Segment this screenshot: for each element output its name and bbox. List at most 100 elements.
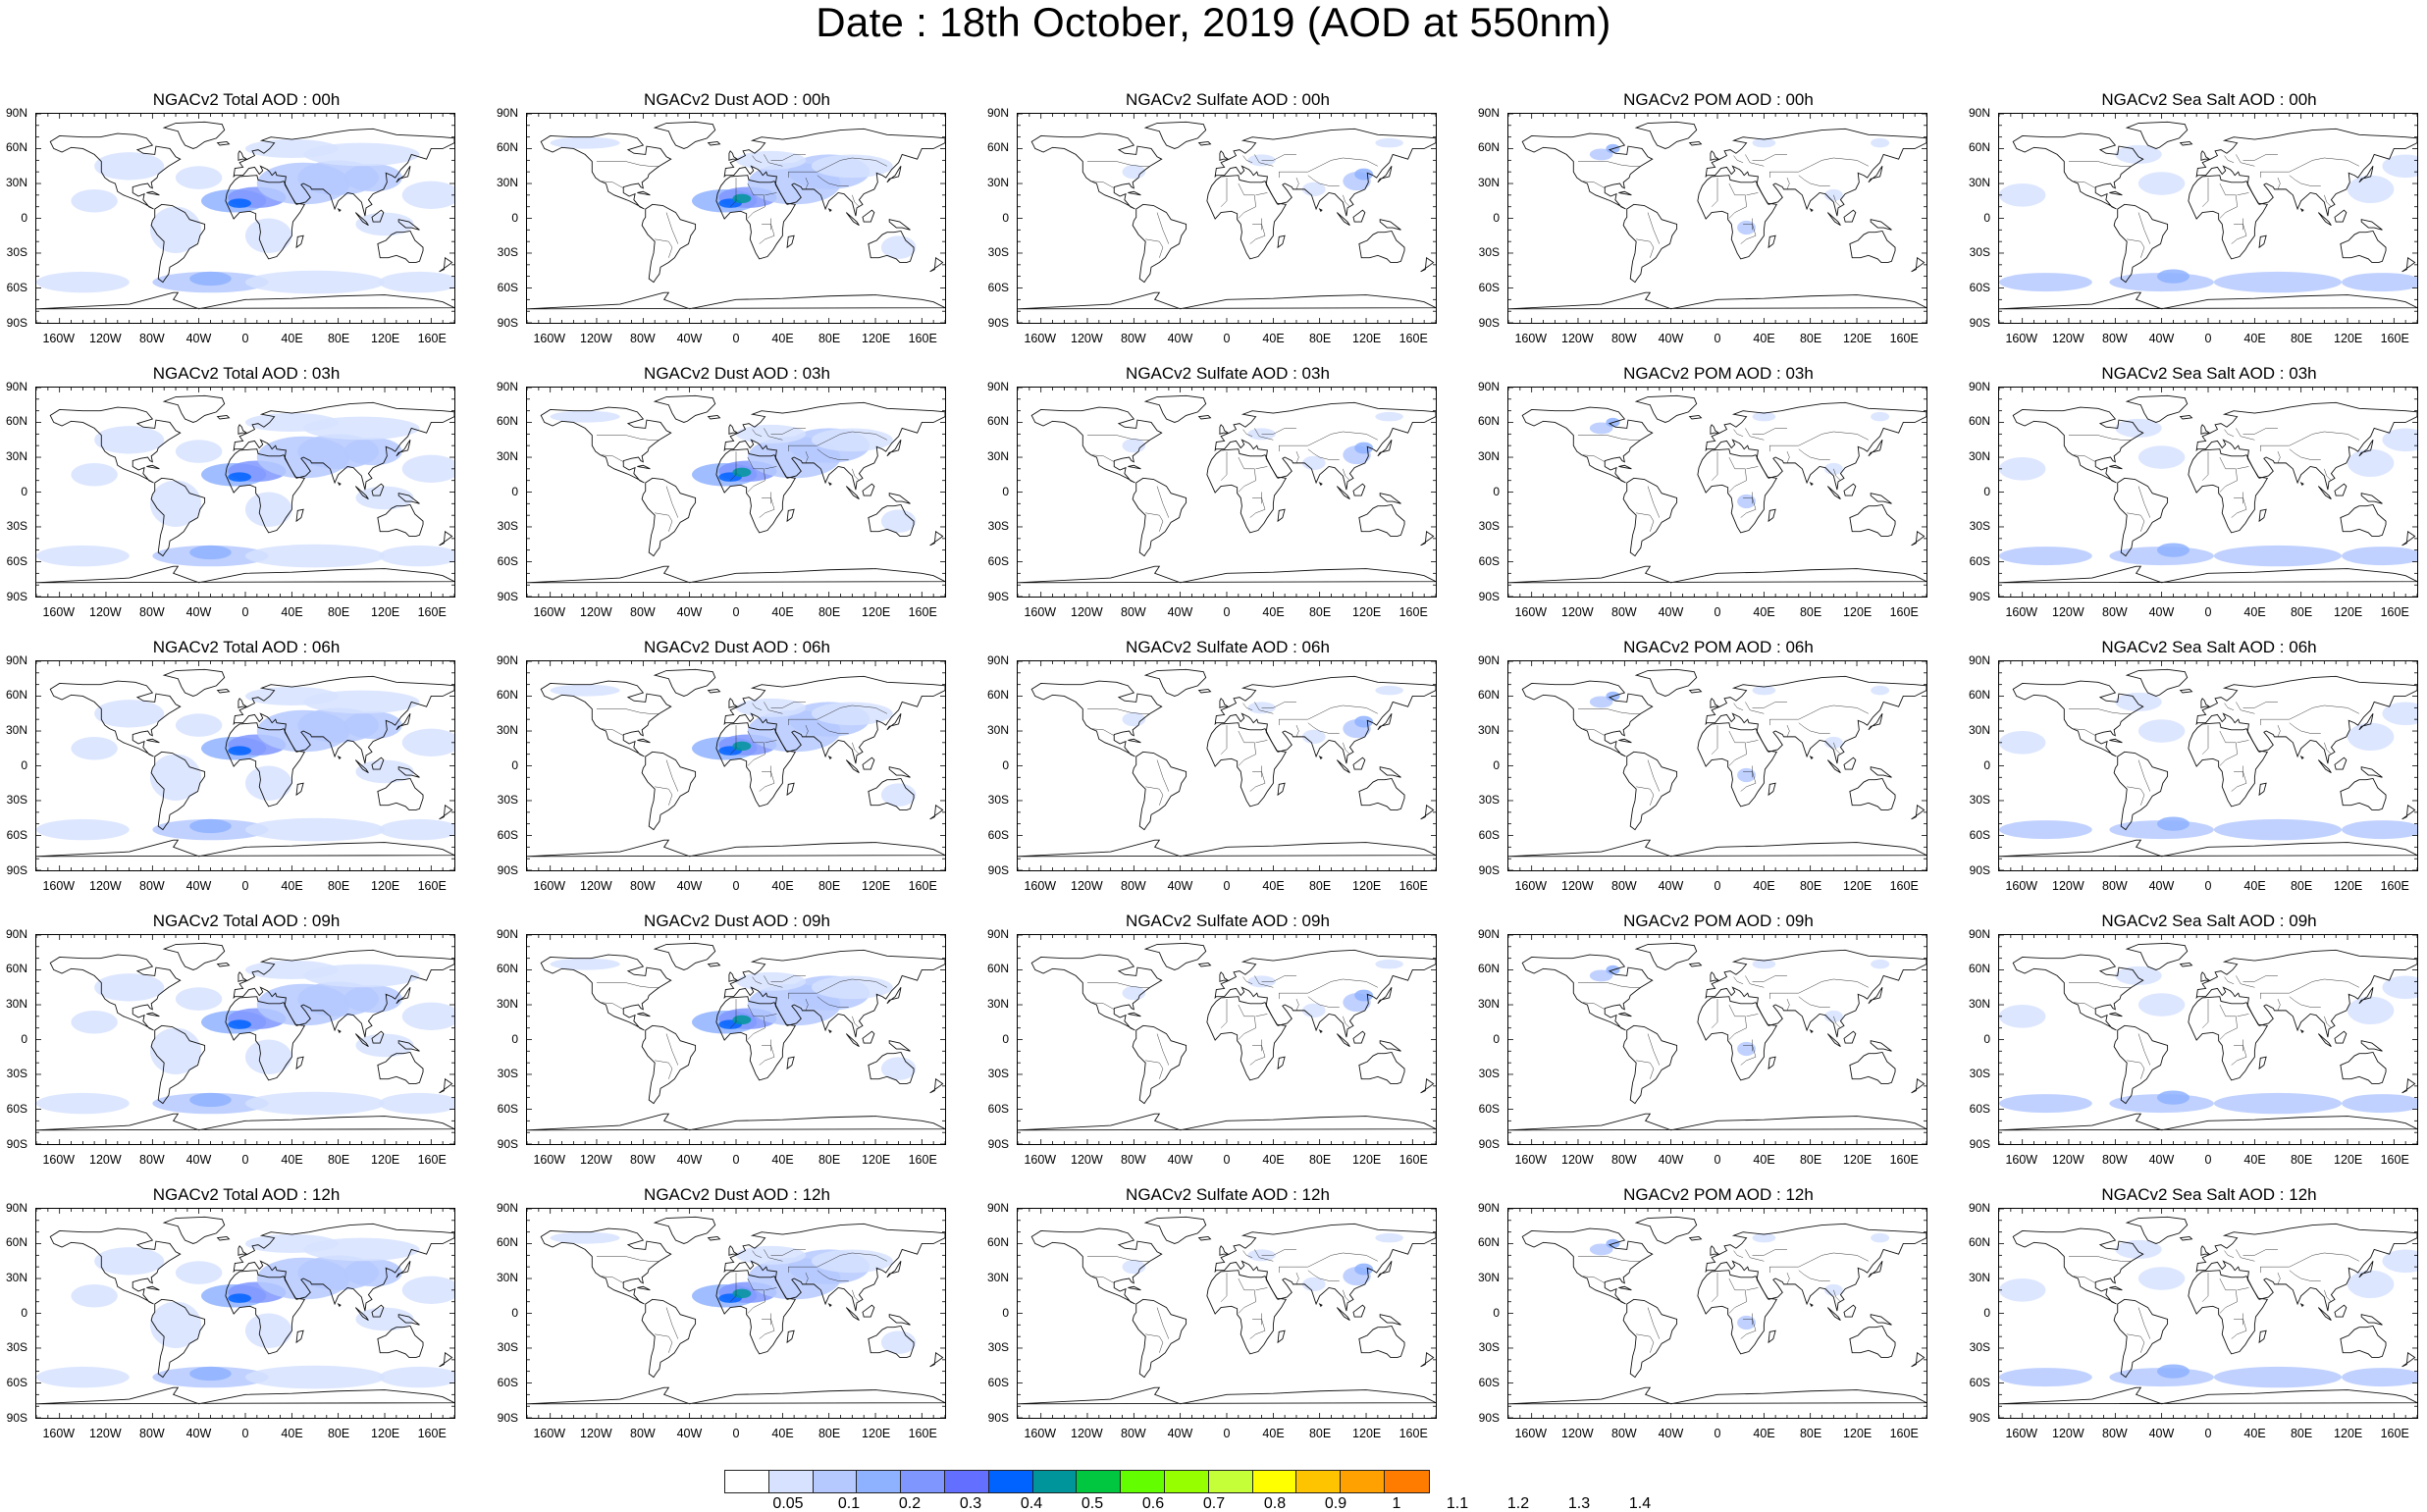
coastline — [1214, 1223, 1436, 1312]
coastline — [888, 766, 911, 778]
country-border — [1577, 161, 1640, 167]
coastline — [1705, 675, 1926, 764]
coastline — [1870, 219, 1892, 231]
latitude-label: 60S — [1969, 1102, 1990, 1116]
panel-title: NGACv2 Sea Salt AOD : 12h — [2101, 1185, 2317, 1204]
country-border — [1577, 435, 1640, 441]
coastline — [2179, 1235, 2193, 1241]
coastline — [2340, 1325, 2387, 1358]
longitude-label: 40W — [1658, 605, 1684, 619]
country-border — [1752, 1249, 1787, 1256]
aod-shading — [2137, 719, 2186, 743]
country-border — [1647, 486, 1661, 518]
country-border — [2201, 725, 2209, 755]
coastline — [396, 713, 411, 731]
colorbar-box — [1032, 1471, 1078, 1492]
country-border — [1752, 154, 1787, 161]
coastline — [1277, 508, 1286, 523]
coastline — [1697, 996, 1778, 1081]
coastline — [1018, 291, 1436, 310]
country-border — [1769, 157, 1869, 179]
longitude-label: 120W — [580, 879, 612, 893]
coastline — [337, 1302, 342, 1308]
aod-shading — [732, 1015, 752, 1025]
coastline — [715, 1270, 797, 1355]
aod-shading — [71, 736, 118, 760]
coastline — [1379, 219, 1401, 231]
country-border — [752, 155, 763, 163]
latitude-label: 0 — [1493, 758, 1500, 772]
latitude-label: 60S — [1969, 281, 1990, 294]
colorbar-label: 1.2 — [1506, 1495, 1530, 1512]
coastline — [1358, 777, 1405, 810]
aod-shading — [94, 973, 165, 1002]
latitude-label: 30N — [1477, 1271, 1500, 1284]
latitude-label: 30S — [987, 793, 1009, 807]
country-border — [1733, 155, 1744, 163]
world-map — [1018, 1209, 1436, 1418]
coastline — [707, 414, 721, 420]
country-border — [759, 771, 775, 792]
country-border — [1728, 1277, 1747, 1314]
coastline — [868, 777, 915, 810]
aod-shading — [245, 492, 292, 527]
latitude-label: 60S — [6, 828, 27, 842]
longitude-label: 40W — [2148, 332, 2175, 345]
aod-shading — [550, 684, 620, 697]
country-border — [600, 1276, 624, 1283]
longitude-label: 0 — [241, 1427, 249, 1440]
longitude-label: 80E — [1308, 605, 1332, 619]
country-border — [655, 1333, 673, 1353]
map-frame — [1507, 1208, 1927, 1419]
latitude-label: 60S — [987, 828, 1009, 842]
coastline — [1214, 949, 1436, 1038]
map-panel: NGACv2 Dust AOD : 03h 90N 60N 30N 0 30S 60S 90S… — [491, 364, 981, 629]
country-border — [1745, 428, 1765, 441]
coastline — [886, 440, 902, 457]
latitude-label: 30N — [986, 997, 1009, 1011]
country-border — [1728, 182, 1747, 219]
aod-shading — [1752, 1232, 1776, 1243]
country-border — [2068, 982, 2131, 988]
country-border — [2260, 978, 2359, 1000]
coastline — [1618, 1285, 1632, 1291]
coastline — [540, 406, 672, 484]
coastline — [1420, 1351, 1435, 1368]
latitude-label: 30S — [987, 519, 1009, 533]
aod-shading — [36, 545, 130, 567]
coastline — [846, 1033, 860, 1048]
latitude-label: 60N — [5, 140, 27, 154]
latitude-label: 90S — [497, 316, 518, 330]
longitude-label: 80W — [630, 1153, 656, 1167]
aod-shading — [1999, 1278, 2046, 1302]
longitude-label: 120W — [2052, 332, 2084, 345]
coastline — [225, 1270, 306, 1355]
latitude-label: 30S — [1969, 793, 1990, 807]
aod-shading — [550, 958, 620, 970]
coastline — [1827, 759, 1841, 774]
coastline — [1911, 804, 1926, 820]
latitude-label: 90N — [5, 653, 27, 667]
latitude-label: 60N — [1477, 414, 1500, 428]
country-border — [1145, 1060, 1164, 1079]
aod-shading — [2347, 1270, 2395, 1299]
aod-shading — [2115, 692, 2162, 711]
longitude-label: 80W — [139, 1153, 165, 1167]
coastline — [1849, 1051, 1896, 1084]
latitude-label: 60N — [5, 414, 27, 428]
country-border — [665, 212, 679, 244]
country-border — [2224, 976, 2235, 984]
country-border — [817, 1270, 849, 1281]
country-border — [600, 181, 624, 188]
longitude-label: 160W — [533, 1153, 566, 1167]
coastline — [1521, 680, 1654, 757]
coastline — [2012, 954, 2144, 1031]
country-border — [2072, 454, 2096, 462]
country-border — [2324, 1016, 2332, 1028]
aod-shading — [379, 818, 454, 841]
country-border — [1733, 703, 1744, 710]
longitude-label: 80E — [2290, 332, 2313, 345]
longitude-label: 120W — [89, 332, 122, 345]
coastline — [1352, 1030, 1366, 1044]
longitude-label: 120W — [1561, 605, 1594, 619]
